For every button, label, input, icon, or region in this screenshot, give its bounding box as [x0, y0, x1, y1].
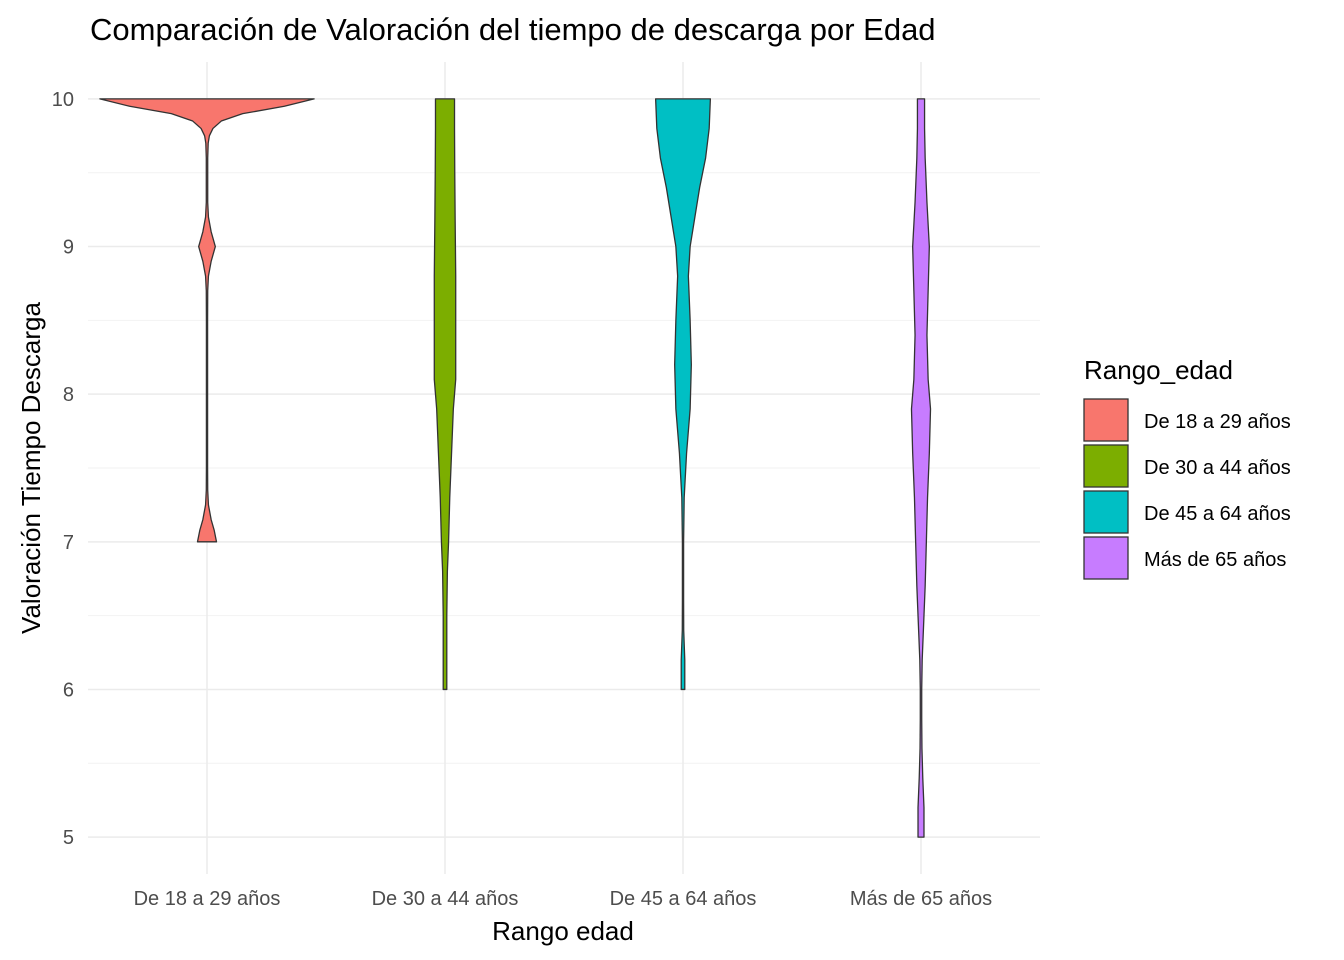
legend-label-3: De 45 a 64 años [1144, 503, 1291, 525]
legend-title: Rango_edad [1084, 355, 1233, 385]
y-tick-label: 7 [63, 532, 74, 554]
violin-4 [910, 98, 932, 838]
x-tick-label: De 45 a 64 años [610, 888, 757, 910]
x-tick-label: De 30 a 44 años [372, 888, 519, 910]
legend: Rango_edad De 18 a 29 años De 30 a 44 año… [1083, 355, 1291, 580]
violin-2 [433, 98, 457, 691]
y-tick-label: 8 [63, 384, 74, 406]
legend-label-4: Más de 65 años [1144, 549, 1286, 571]
y-tick-label: 9 [63, 237, 74, 259]
violin-3 [654, 98, 712, 691]
legend-key-4 [1083, 536, 1129, 580]
y-tick-label: 5 [63, 827, 74, 849]
violin-1 [99, 98, 315, 543]
x-tick-label: De 18 a 29 años [134, 888, 281, 910]
legend-label-2: De 30 a 44 años [1144, 457, 1291, 479]
chart-title: Comparación de Valoración del tiempo de … [90, 12, 936, 47]
violins [99, 98, 932, 838]
x-axis-title: Rango edad [492, 916, 634, 946]
x-axis-ticks: De 18 a 29 años De 30 a 44 años De 45 a 64… [134, 888, 993, 910]
legend-key-3 [1083, 490, 1129, 534]
grid [88, 62, 1040, 874]
y-tick-label: 10 [52, 89, 74, 111]
legend-key-1 [1083, 398, 1129, 442]
x-tick-label: Más de 65 años [850, 888, 992, 910]
y-tick-label: 6 [63, 679, 74, 701]
y-axis-title: Valoración Tiempo Descarga [16, 302, 46, 634]
legend-label-1: De 18 a 29 años [1144, 411, 1291, 433]
legend-key-2 [1083, 444, 1129, 488]
y-axis-ticks: 5 6 7 8 9 10 [52, 89, 74, 849]
